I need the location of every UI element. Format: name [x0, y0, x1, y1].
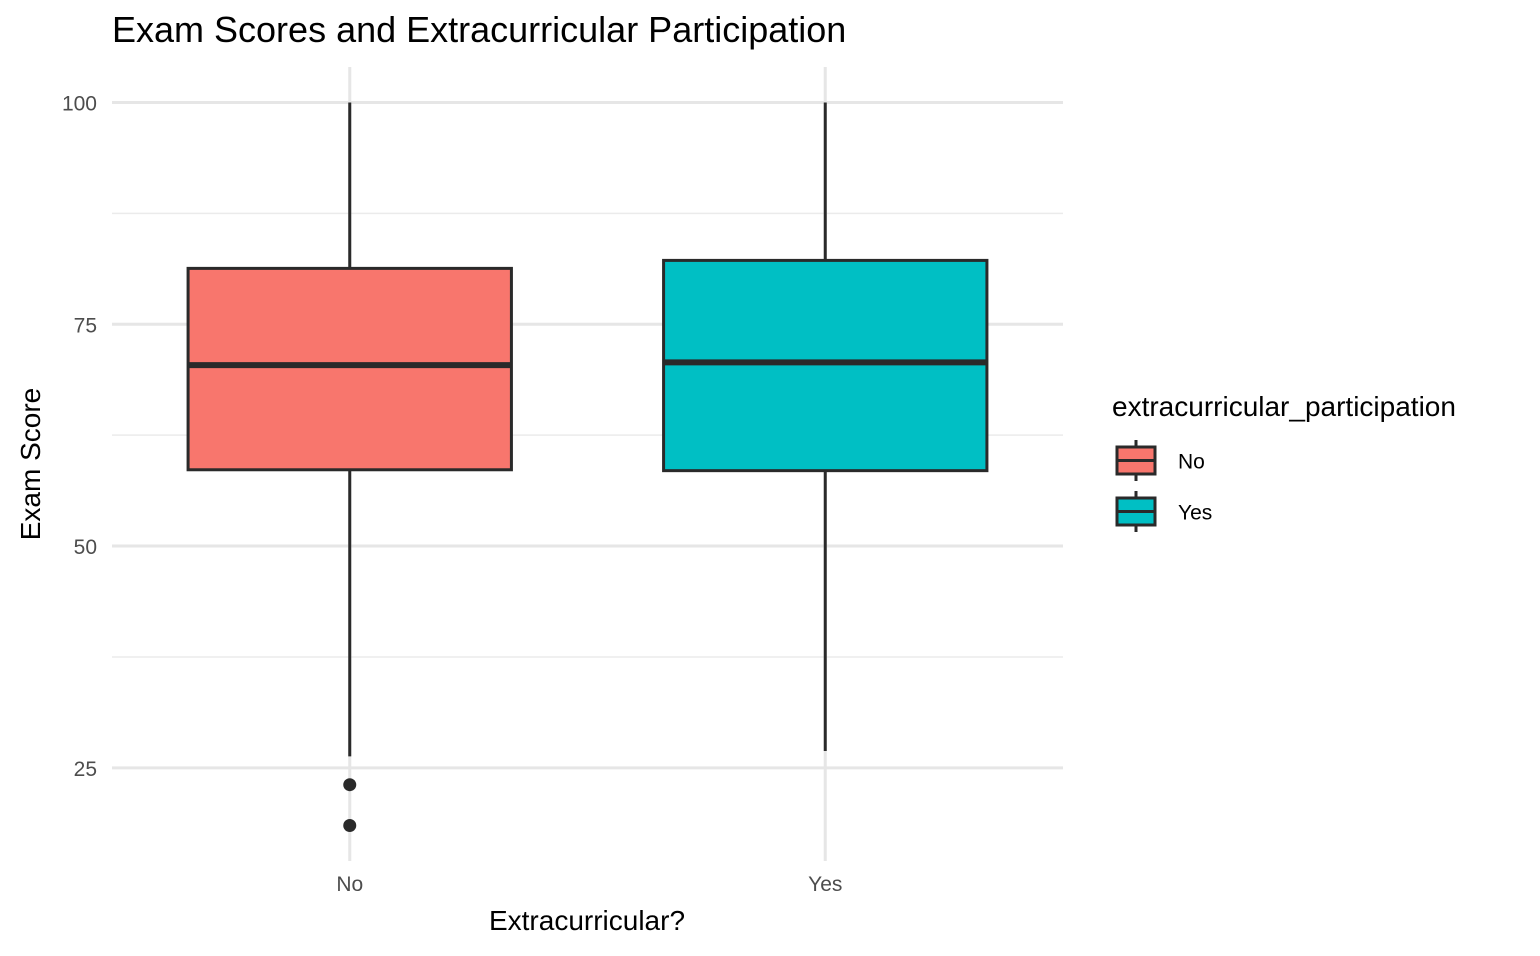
y-tick-label: 100	[62, 92, 97, 115]
y-tick-label: 50	[74, 536, 97, 559]
x-tick-label: No	[336, 873, 363, 896]
box-no	[186, 266, 513, 472]
box-layer	[186, 102, 989, 833]
legend-label: No	[1178, 451, 1205, 474]
outlier-point	[343, 819, 357, 833]
x-tick-label: Yes	[808, 873, 842, 896]
legend: extracurricular_participation No Yes	[1112, 391, 1456, 532]
legend-label: Yes	[1178, 502, 1212, 525]
y-tick-label: 75	[74, 314, 97, 337]
chart-title: Exam Scores and Extracurricular Particip…	[112, 9, 846, 50]
axis-layer: Exam Scores and Extracurricular Particip…	[15, 9, 846, 936]
box-yes	[662, 258, 989, 473]
x-axis-title: Extracurricular?	[489, 905, 685, 936]
y-axis-title: Exam Score	[15, 388, 46, 541]
y-tick-label: 25	[74, 758, 97, 781]
outlier-point	[343, 778, 357, 792]
legend-title: extracurricular_participation	[1112, 391, 1456, 422]
